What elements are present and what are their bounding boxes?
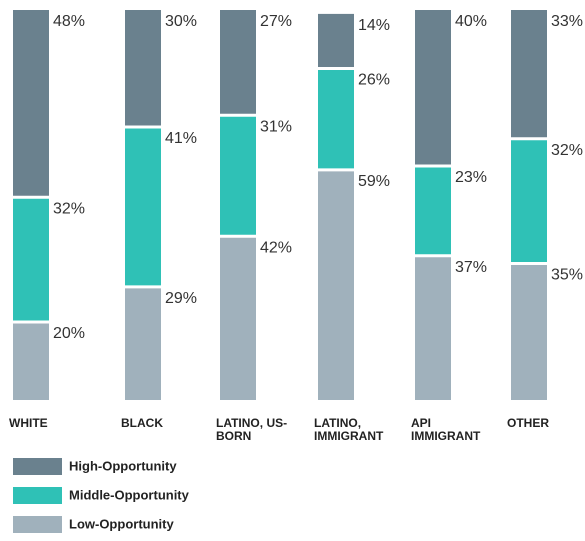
- bar-segment: [13, 197, 49, 322]
- value-label: 41%: [165, 130, 197, 147]
- bar-segment: [125, 286, 161, 400]
- category-label: BLACK: [121, 416, 163, 430]
- value-label: 30%: [165, 13, 197, 30]
- bar-segment: [13, 322, 49, 400]
- value-label: 35%: [551, 267, 583, 284]
- value-label: 32%: [53, 200, 85, 217]
- bar-segment: [318, 13, 354, 69]
- value-label: 27%: [260, 13, 292, 30]
- bar-segment: [220, 236, 256, 400]
- value-label: 37%: [455, 259, 487, 276]
- legend-label: Middle-Opportunity: [69, 487, 190, 502]
- value-label: 32%: [551, 142, 583, 159]
- value-label: 14%: [358, 17, 390, 34]
- bar-segment: [415, 255, 451, 400]
- bar-segment: [125, 127, 161, 287]
- value-label: 42%: [260, 239, 292, 256]
- legend-swatch: [13, 516, 62, 533]
- legend-label: High-Opportunity: [69, 458, 177, 473]
- bar-segment: [318, 169, 354, 400]
- bar-segment: [125, 10, 161, 127]
- value-label: 40%: [455, 13, 487, 30]
- bar-segment: [220, 10, 256, 116]
- legend-swatch: [13, 487, 62, 504]
- category-label: OTHER: [507, 416, 549, 430]
- category-label: API IMMIGRANT: [411, 416, 481, 443]
- bar-segment: [511, 138, 547, 264]
- bar-segment: [220, 115, 256, 237]
- bar-segment: [415, 10, 451, 166]
- value-label: 48%: [53, 13, 85, 30]
- value-label: 33%: [551, 13, 583, 30]
- bar-segment: [415, 166, 451, 256]
- legend-label: Low-Opportunity: [69, 516, 174, 531]
- bar-segment: [511, 10, 547, 139]
- legend-swatch: [13, 458, 62, 475]
- value-label: 20%: [53, 325, 85, 342]
- value-label: 59%: [358, 173, 390, 190]
- category-label: LATINO, IMMIGRANT: [314, 416, 384, 443]
- category-label: WHITE: [9, 416, 48, 430]
- value-label: 31%: [260, 119, 292, 136]
- category-label: LATINO, US-BORN: [216, 416, 288, 443]
- bar-segment: [13, 10, 49, 198]
- value-label: 29%: [165, 290, 197, 307]
- value-label: 26%: [358, 72, 390, 89]
- bar-segment: [318, 68, 354, 170]
- value-label: 23%: [455, 169, 487, 186]
- bar-segment: [511, 263, 547, 400]
